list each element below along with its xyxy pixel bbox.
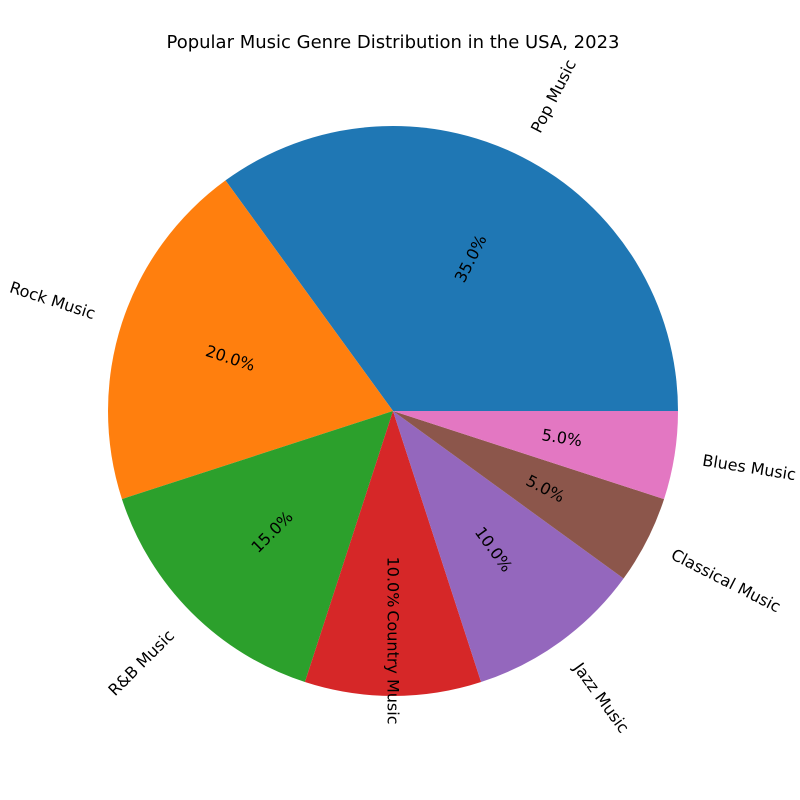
pie-slice-blues-music — [393, 411, 678, 500]
chart-title: Popular Music Genre Distribution in the … — [166, 32, 619, 53]
category-label-rock-music: Rock Music — [7, 278, 97, 324]
category-label-pop-music: Pop Music — [527, 56, 580, 136]
category-label-classical-music: Classical Music — [668, 545, 784, 617]
category-label-randb-music: R&B Music — [104, 626, 178, 700]
pie-slice-pop-music — [225, 125, 678, 411]
pie-slice-randb-music — [121, 411, 394, 683]
pie-slices — [108, 125, 678, 696]
pie-slice-country-music — [304, 411, 482, 696]
pie-slice-rock-music — [108, 180, 394, 500]
category-label-country-music: Country Music — [384, 610, 403, 724]
pie-slice-jazz-music — [393, 411, 624, 683]
category-label-blues-music: Blues Music — [701, 451, 797, 485]
pie-slice-classical-music — [393, 411, 665, 579]
category-label-jazz-music: Jazz Music — [569, 658, 633, 736]
percent-label-country-music: 10.0% — [384, 557, 403, 608]
